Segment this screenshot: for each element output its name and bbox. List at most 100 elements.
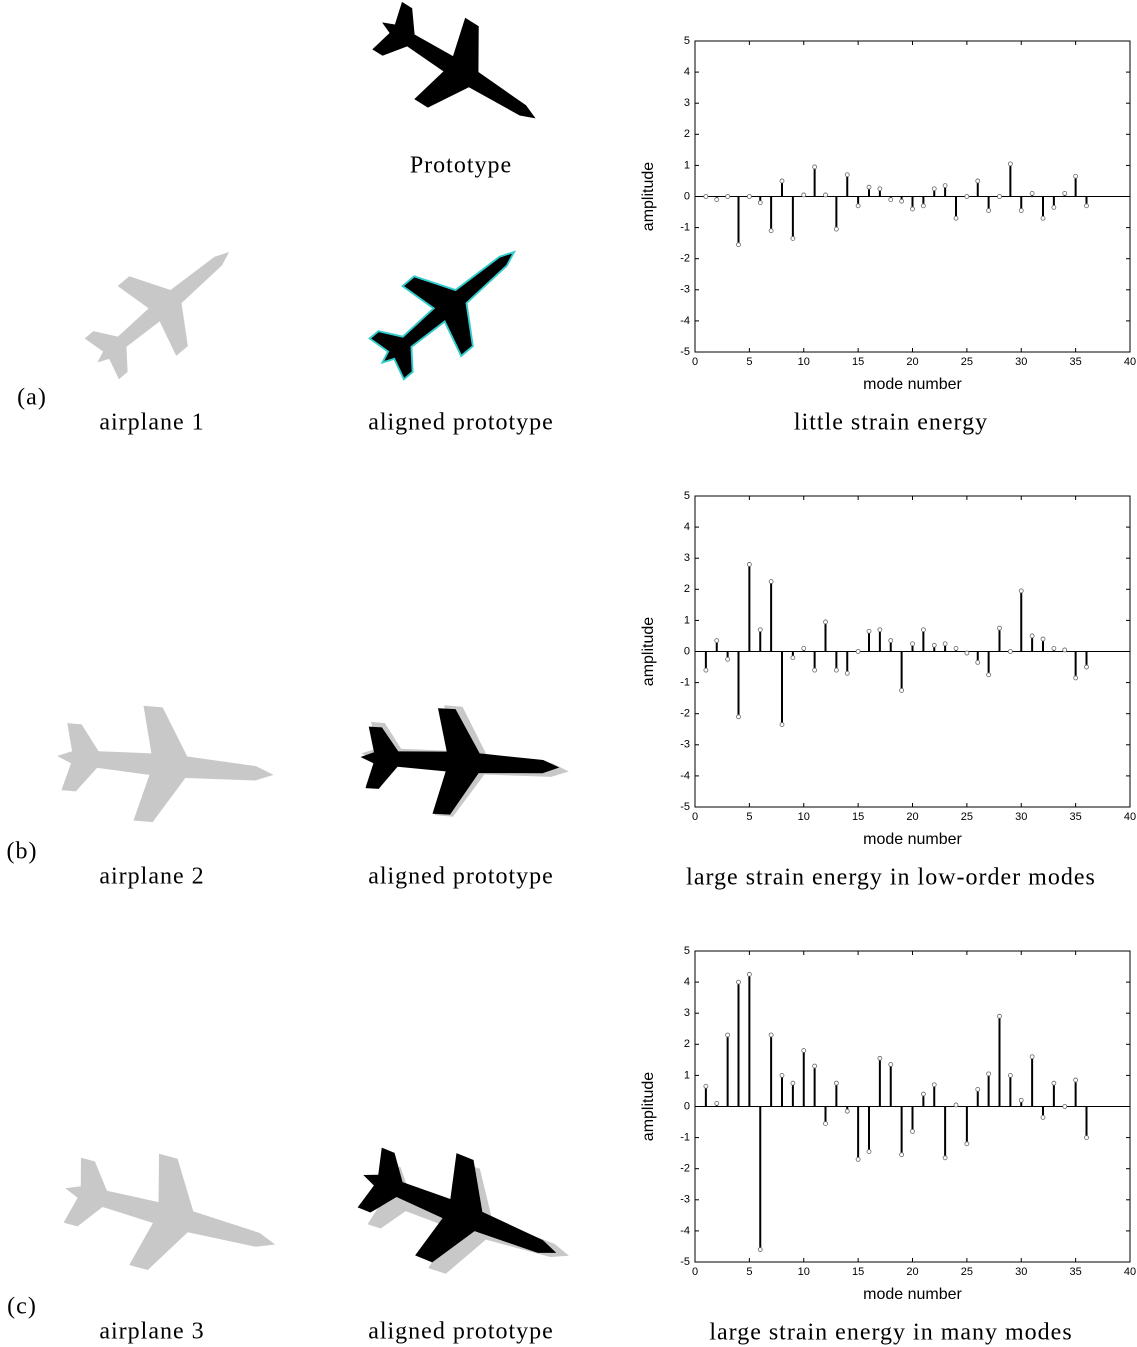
stem-marker <box>911 642 915 646</box>
stem-marker <box>834 227 838 231</box>
aligned-label: aligned prototype <box>368 864 554 890</box>
stem-marker <box>998 195 1002 199</box>
stem-marker <box>1074 1078 1078 1082</box>
y-tick-label: 4 <box>684 976 690 988</box>
stem-marker <box>1030 634 1034 638</box>
stem-marker <box>932 187 936 191</box>
y-tick-label: 2 <box>684 583 690 595</box>
stem-marker <box>998 626 1002 630</box>
x-tick-label: 25 <box>961 811 973 823</box>
stem-marker <box>1063 1105 1067 1109</box>
x-tick-label: 35 <box>1070 1266 1082 1278</box>
stem-marker <box>813 165 817 169</box>
stem-marker <box>1052 1081 1056 1085</box>
x-tick-label: 15 <box>852 811 864 823</box>
y-tick-label: -5 <box>680 1256 690 1268</box>
stem-marker <box>987 1072 991 1076</box>
stem-marker <box>769 229 773 233</box>
y-tick-label: 2 <box>684 128 690 140</box>
stem-marker <box>1074 676 1078 680</box>
y-tick-label: -5 <box>680 801 690 813</box>
y-axis-label: amplitude <box>640 162 657 231</box>
stem-marker <box>704 1084 708 1088</box>
stem-marker <box>1052 646 1056 650</box>
x-axis-label: mode number <box>863 1286 962 1303</box>
x-tick-label: 30 <box>1015 356 1027 368</box>
aligned-shape <box>353 217 543 397</box>
y-tick-label: -1 <box>680 222 690 234</box>
stem-marker <box>932 643 936 647</box>
y-tick-label: 4 <box>684 521 690 533</box>
y-tick-label: -2 <box>680 1163 690 1175</box>
stem-marker <box>834 1081 838 1085</box>
stem-marker <box>791 236 795 240</box>
y-tick-label: -4 <box>680 770 690 782</box>
x-tick-label: 20 <box>906 811 918 823</box>
x-tick-label: 25 <box>961 1266 973 1278</box>
stem-marker <box>856 1157 860 1161</box>
stem-marker <box>911 1129 915 1133</box>
stem-marker <box>791 656 795 660</box>
stem-marker <box>889 198 893 202</box>
y-tick-label: -3 <box>680 284 690 296</box>
y-tick-label: -1 <box>680 677 690 689</box>
x-tick-label: 40 <box>1124 1266 1136 1278</box>
stem-marker <box>921 1092 925 1096</box>
stem-marker <box>758 201 762 205</box>
stem-marker <box>1085 665 1089 669</box>
shape-label: airplane 3 <box>99 1319 204 1345</box>
x-tick-label: 5 <box>746 1266 752 1278</box>
stem-marker <box>878 628 882 632</box>
stem-marker <box>747 562 751 566</box>
stem-marker <box>824 1122 828 1126</box>
stem-marker <box>954 646 958 650</box>
stem-marker <box>900 688 904 692</box>
stem-marker <box>737 980 741 984</box>
prototype-label: Prototype <box>410 153 512 179</box>
aligned-label: aligned prototype <box>368 1319 554 1345</box>
stem-marker <box>900 1153 904 1157</box>
stem-marker <box>1085 204 1089 208</box>
panel-tag: (b) <box>7 839 38 865</box>
x-tick-label: 15 <box>852 356 864 368</box>
x-tick-label: 5 <box>746 811 752 823</box>
airplane-shape <box>68 217 258 397</box>
stem-marker <box>1019 208 1023 212</box>
stem-marker <box>704 195 708 199</box>
stem-marker <box>780 179 784 183</box>
stem-marker <box>791 1081 795 1085</box>
y-tick-label: 2 <box>684 1038 690 1050</box>
x-axis-label: mode number <box>863 831 962 848</box>
y-tick-label: 3 <box>684 552 690 564</box>
stem-marker <box>704 668 708 672</box>
stem-marker <box>834 668 838 672</box>
stem-marker <box>802 1049 806 1053</box>
panel-tag: (a) <box>17 385 47 411</box>
stem-marker <box>1019 589 1023 593</box>
stem-marker <box>715 198 719 202</box>
figure: Prototype (a)airplane 1aligned prototype… <box>0 0 1137 1347</box>
stem-marker <box>1063 648 1067 652</box>
stem-marker <box>954 1103 958 1107</box>
y-tick-label: 1 <box>684 1069 690 1081</box>
stem-marker <box>715 1101 719 1105</box>
stem-marker <box>867 185 871 189</box>
stem-marker <box>845 1109 849 1113</box>
stem-marker <box>900 199 904 203</box>
stem-marker <box>889 1063 893 1067</box>
stem-marker <box>726 1033 730 1037</box>
stem-marker <box>1041 216 1045 220</box>
y-tick-label: 5 <box>684 490 690 502</box>
y-tick-label: -4 <box>680 315 690 327</box>
y-tick-label: 3 <box>684 1007 690 1019</box>
x-axis-label: mode number <box>863 376 962 393</box>
y-axis-label: amplitude <box>640 1072 657 1141</box>
stem-marker <box>726 195 730 199</box>
stem-marker <box>802 646 806 650</box>
stem-marker <box>1008 650 1012 654</box>
stem-marker <box>824 193 828 197</box>
x-tick-label: 25 <box>961 356 973 368</box>
x-tick-label: 15 <box>852 1266 864 1278</box>
airplane-shape <box>52 699 278 833</box>
y-tick-label: 0 <box>684 645 690 657</box>
